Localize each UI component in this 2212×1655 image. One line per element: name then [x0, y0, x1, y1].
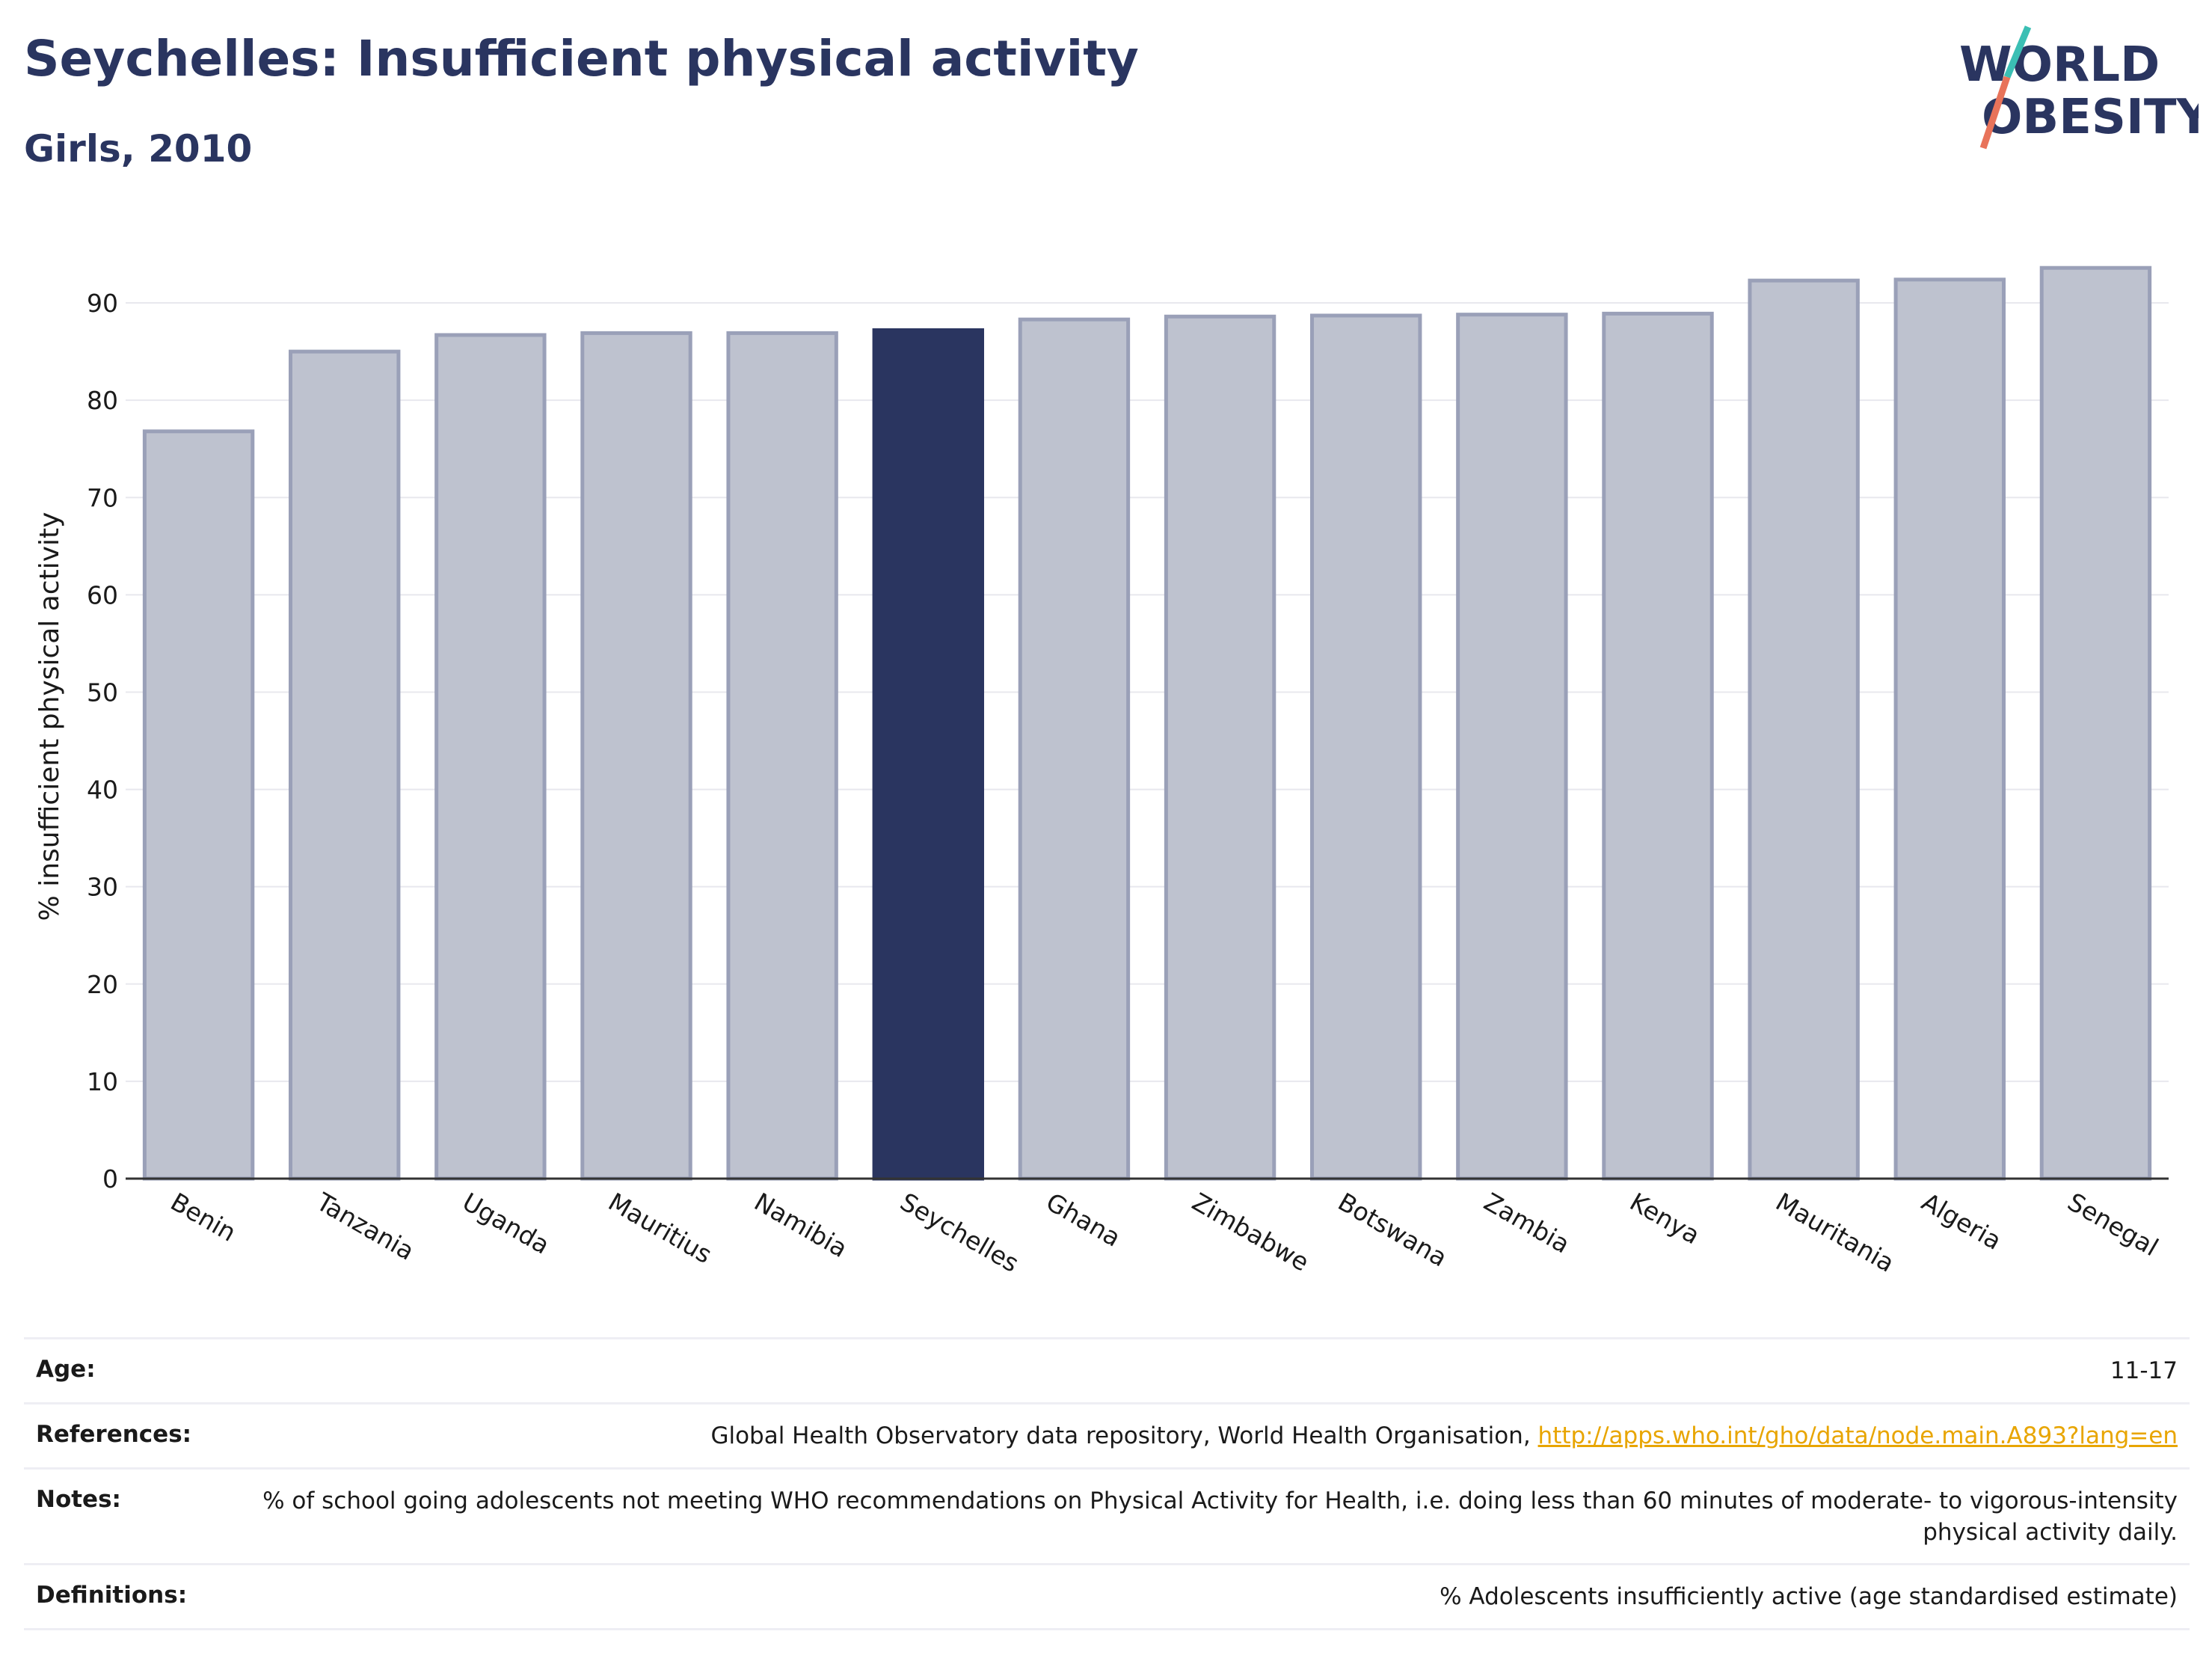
y-tick-label: 20 — [87, 970, 118, 999]
y-tick-label: 10 — [87, 1067, 118, 1096]
bars — [142, 265, 2152, 1181]
references-text: Global Health Observatory data repositor… — [710, 1422, 1538, 1449]
x-tick-label: Zimbabwe — [1188, 1187, 1315, 1277]
x-tick-label: Uganda — [458, 1187, 555, 1259]
notes-label: Notes: — [36, 1485, 121, 1513]
x-tick-label: Mauritius — [603, 1187, 717, 1269]
bar-kenya — [1602, 311, 1714, 1181]
info-row-definitions: Definitions: % Adolescents insufficientl… — [24, 1563, 2190, 1631]
bar-tanzania — [289, 349, 401, 1181]
definitions-value: % Adolescents insufficiently active (age… — [1440, 1583, 2178, 1611]
y-tick-label: 50 — [87, 678, 118, 707]
y-tick-label: 30 — [87, 873, 118, 902]
info-row-age: Age: 11-17 — [24, 1337, 2190, 1402]
y-tick-label: 80 — [87, 386, 118, 415]
y-axis-label: % insufficient physical activity — [34, 512, 65, 921]
x-axis-ticks: Benin Tanzania Uganda Mauritius Namibia Seych… — [166, 1187, 2163, 1278]
x-tick-label: Ghana — [1041, 1187, 1125, 1253]
bar-uganda — [434, 333, 547, 1181]
age-label: Age: — [36, 1356, 96, 1383]
x-tick-label: Tanzania — [311, 1187, 420, 1266]
bar-botswana — [1310, 313, 1422, 1181]
x-tick-label: Kenya — [1625, 1187, 1705, 1250]
bar-seychelles — [872, 328, 984, 1181]
chart-title: Seychelles: Insufficient physical activi… — [24, 30, 1139, 87]
info-table: Age: 11-17 References: Global Health Obs… — [24, 1337, 2190, 1631]
svg-text:OBESITY: OBESITY — [1982, 90, 2199, 145]
y-axis-ticks: 0 10 20 30 40 50 60 70 80 90 — [87, 289, 118, 1194]
info-row-references: References: Global Health Observatory da… — [24, 1401, 2190, 1467]
bar-chart: 0 10 20 30 40 50 60 70 80 90 Benin Tanzania Uganda M… — [34, 265, 2169, 1278]
bar-ghana — [1018, 317, 1131, 1181]
bar-mauritius — [580, 331, 692, 1181]
world-obesity-logo: WORLD OBESITY — [1944, 21, 2211, 163]
x-tick-label: Namibia — [749, 1187, 852, 1263]
bar-zimbabwe — [1164, 314, 1276, 1181]
y-tick-label: 60 — [87, 580, 118, 610]
x-tick-label: Seychelles — [895, 1187, 1024, 1278]
x-tick-label: Senegal — [2062, 1187, 2163, 1262]
y-tick-label: 70 — [87, 483, 118, 512]
references-label: References: — [36, 1420, 192, 1448]
y-tick-label: 0 — [102, 1164, 118, 1194]
references-link[interactable]: http://apps.who.int/gho/data/node.main.A… — [1537, 1422, 2178, 1449]
y-tick-label: 40 — [87, 776, 118, 805]
references-value: Global Health Observatory data repositor… — [710, 1421, 2178, 1452]
x-tick-label: Botswana — [1333, 1187, 1452, 1272]
bar-senegal — [2039, 265, 2152, 1181]
age-value: 11-17 — [2110, 1357, 2178, 1384]
bar-zambia — [1456, 313, 1568, 1181]
x-tick-label: Benin — [166, 1187, 242, 1247]
x-tick-label: Zambia — [1479, 1187, 1575, 1259]
info-row-notes: Notes: % of school going adolescents not… — [24, 1467, 2190, 1564]
chart-subtitle: Girls, 2010 — [24, 127, 253, 171]
gridlines — [126, 302, 2169, 1082]
bar-benin — [142, 429, 255, 1181]
definitions-label: Definitions: — [36, 1582, 188, 1609]
svg-text:WORLD: WORLD — [1959, 37, 2160, 93]
x-tick-label: Mauritania — [1771, 1187, 1899, 1278]
bar-algeria — [1893, 277, 2006, 1181]
bar-namibia — [726, 331, 838, 1181]
notes-value: % of school going adolescents not meetin… — [262, 1487, 2178, 1546]
x-tick-label: Algeria — [1917, 1187, 2006, 1256]
y-tick-label: 90 — [87, 289, 118, 318]
bar-mauritania — [1748, 278, 1860, 1181]
